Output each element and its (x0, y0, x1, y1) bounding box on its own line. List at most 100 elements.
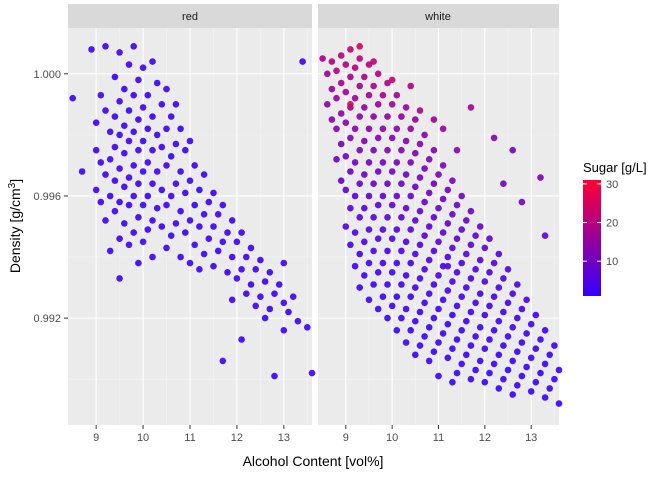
data-point-white (416, 241, 424, 249)
data-point-white (523, 296, 530, 304)
data-point-red (116, 198, 123, 206)
data-point-red (177, 253, 184, 261)
data-point-white (421, 266, 428, 273)
data-point-white (374, 168, 382, 175)
data-point-white (495, 250, 503, 258)
data-point-red (214, 211, 222, 218)
data-point-red (121, 183, 128, 191)
data-point-red (116, 235, 123, 242)
data-point-white (514, 314, 521, 322)
data-point-red (186, 259, 194, 267)
data-point-red (111, 207, 119, 215)
data-point-white (374, 269, 382, 276)
data-point-white (527, 320, 535, 328)
x-tick-label: 10 (137, 432, 149, 444)
data-point-white (486, 336, 493, 343)
data-point-white (500, 308, 507, 316)
data-point-red (200, 171, 208, 178)
data-point-white (402, 137, 410, 145)
data-point-white (342, 153, 350, 160)
data-point-white (370, 146, 377, 154)
data-point-white (393, 259, 401, 267)
data-point-red (186, 137, 194, 145)
data-point-red (125, 137, 133, 145)
data-point-white (486, 269, 493, 276)
data-point-red (210, 189, 217, 197)
data-point-white (398, 180, 405, 187)
data-point-white (407, 293, 415, 301)
data-point-white (374, 101, 382, 108)
data-point-white (412, 149, 419, 157)
data-point-red (196, 186, 203, 194)
data-point-white (328, 116, 336, 123)
legend-tick-label: 30 (606, 179, 618, 191)
data-point-red (163, 244, 170, 252)
data-point-white (398, 214, 405, 221)
data-point-white (347, 101, 354, 108)
data-point-white (370, 58, 377, 65)
data-point-white (388, 76, 396, 84)
data-point-white (472, 232, 479, 239)
data-point-red (139, 104, 147, 111)
data-point-red (191, 241, 198, 249)
data-point-white (453, 336, 461, 343)
data-point-white (439, 296, 447, 304)
data-point-red (106, 247, 114, 255)
data-point-white (500, 180, 507, 187)
data-point-white (374, 305, 382, 313)
data-point-red (125, 201, 133, 209)
data-point-white (444, 253, 452, 261)
data-point-red (130, 91, 137, 99)
data-point-white (393, 91, 401, 99)
data-point-white (514, 348, 521, 356)
legend-colorbar (583, 180, 601, 296)
data-point-white (546, 385, 553, 392)
data-point-white (351, 125, 359, 133)
data-point-white (398, 281, 405, 288)
data-point-white (407, 259, 415, 267)
data-point-white (439, 229, 447, 236)
data-point-white (384, 180, 391, 187)
data-point-red (243, 253, 250, 261)
data-point-white (472, 299, 479, 307)
data-point-white (476, 324, 484, 331)
data-point-white (481, 244, 489, 252)
data-point-red (149, 180, 156, 187)
data-point-red (158, 223, 166, 230)
data-point-white (370, 214, 377, 221)
data-point-white (402, 238, 410, 246)
data-point-white (370, 180, 377, 187)
data-point-red (121, 122, 128, 129)
data-point-red (167, 232, 175, 239)
data-point-white (407, 327, 415, 334)
data-point-red (130, 229, 137, 236)
data-point-white (388, 201, 396, 209)
data-point-white (370, 247, 377, 255)
data-point-white (319, 55, 326, 62)
data-point-white (421, 131, 428, 139)
data-point-red (153, 168, 161, 175)
data-point-white (453, 146, 461, 154)
y-axis-ticks: 0.992 0.996 1.000 (33, 69, 68, 325)
data-point-red (130, 162, 137, 169)
x-tick-label: 10 (386, 432, 398, 444)
data-point-red (153, 79, 161, 87)
data-point-white (537, 174, 544, 181)
x-tick-label: 12 (231, 432, 243, 444)
data-point-white (384, 146, 391, 154)
data-point-white (407, 82, 415, 90)
data-point-white (370, 113, 377, 120)
data-point-red (196, 223, 203, 230)
data-point-red (186, 217, 194, 224)
data-point-red (78, 168, 86, 175)
data-point-white (435, 171, 442, 178)
data-point-red (139, 64, 147, 71)
data-point-white (555, 366, 563, 374)
data-point-white (430, 116, 438, 123)
data-point-red (111, 113, 119, 120)
data-point-white (412, 284, 419, 291)
x-tick-label: 12 (479, 432, 491, 444)
data-point-white (398, 247, 405, 255)
data-point-white (458, 293, 466, 301)
